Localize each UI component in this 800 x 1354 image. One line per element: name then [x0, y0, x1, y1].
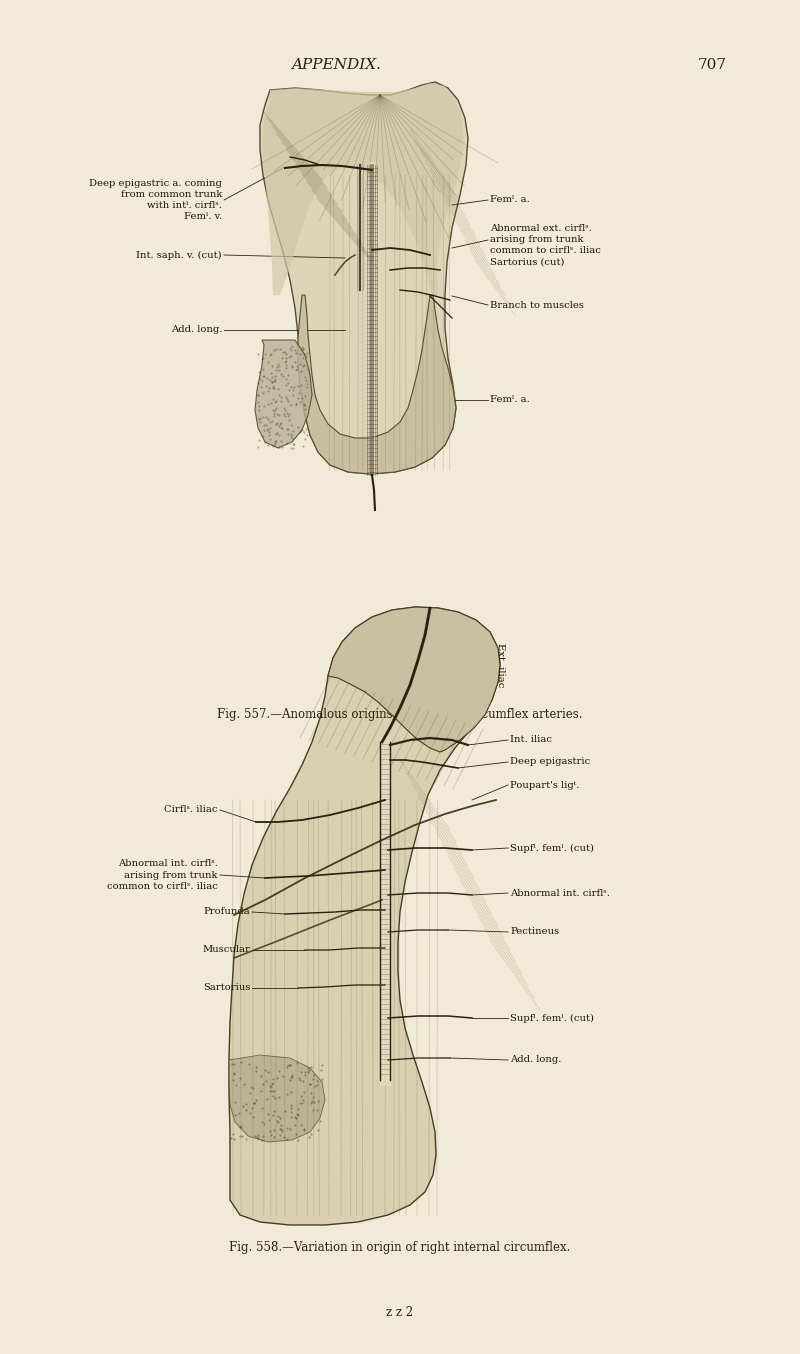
Text: z z 2: z z 2	[386, 1305, 414, 1319]
Polygon shape	[260, 83, 468, 474]
Text: Int. saph. v. (cut): Int. saph. v. (cut)	[136, 250, 222, 260]
Polygon shape	[229, 1055, 325, 1141]
Text: Profunda: Profunda	[203, 907, 250, 917]
Text: Pectineus: Pectineus	[510, 927, 559, 937]
Text: Cirflˢ. iliac: Cirflˢ. iliac	[165, 806, 218, 815]
Text: Abnormal int. cirflˢ.
arising from trunk
common to cirflˢ. iliac: Abnormal int. cirflˢ. arising from trunk…	[107, 860, 218, 891]
Text: Abnormal ext. cirflˢ.
arising from trunk
common to cirflˢ. iliac
Sartorius (cut): Abnormal ext. cirflˢ. arising from trunk…	[490, 223, 601, 267]
Text: Fig. 558.—Variation in origin of right internal circumflex.: Fig. 558.—Variation in origin of right i…	[230, 1242, 570, 1255]
Text: Supfˡ. femˡ. (cut): Supfˡ. femˡ. (cut)	[510, 844, 594, 853]
Text: Poupart's ligᵗ.: Poupart's ligᵗ.	[510, 780, 579, 789]
Text: Abnormal int. cirflˢ.: Abnormal int. cirflˢ.	[510, 888, 610, 898]
Text: APPENDIX.: APPENDIX.	[291, 58, 381, 72]
Text: Int. iliac: Int. iliac	[510, 735, 552, 745]
Polygon shape	[229, 607, 500, 1225]
Text: Supfˡ. femˡ. (cut): Supfˡ. femˡ. (cut)	[510, 1013, 594, 1022]
Polygon shape	[255, 340, 312, 448]
Text: Deep epigastric: Deep epigastric	[510, 757, 590, 766]
Text: Add. long.: Add. long.	[170, 325, 222, 334]
Text: Branch to muscles: Branch to muscles	[490, 301, 584, 310]
Text: Muscular: Muscular	[202, 945, 250, 955]
Polygon shape	[298, 295, 456, 474]
Text: Sartorius: Sartorius	[202, 983, 250, 992]
Polygon shape	[328, 607, 500, 751]
Text: Deep epigastric a. coming
from common trunk
with intˡ. cirflˢ.
Femˡ. v.: Deep epigastric a. coming from common tr…	[89, 179, 222, 221]
Text: Femˡ. a.: Femˡ. a.	[490, 395, 530, 405]
Text: 707: 707	[698, 58, 726, 72]
Polygon shape	[262, 83, 464, 295]
Text: Femˡ. a.: Femˡ. a.	[490, 195, 530, 204]
Text: Add. long.: Add. long.	[510, 1056, 562, 1064]
Text: Ext. iliac: Ext. iliac	[495, 643, 505, 688]
Text: Fig. 557.—Anomalous origins of both left circumflex arteries.: Fig. 557.—Anomalous origins of both left…	[218, 708, 582, 722]
